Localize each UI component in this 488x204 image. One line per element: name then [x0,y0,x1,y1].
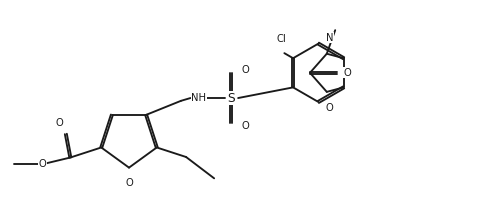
Text: O: O [125,178,133,188]
Text: S: S [227,92,235,104]
Text: O: O [242,65,249,75]
Text: N: N [326,32,333,42]
Text: O: O [39,159,46,169]
Text: O: O [344,68,351,78]
Text: O: O [325,103,333,113]
Text: NH: NH [191,93,206,103]
Text: O: O [55,118,63,128]
Text: Cl: Cl [277,34,286,44]
Text: O: O [242,121,249,131]
